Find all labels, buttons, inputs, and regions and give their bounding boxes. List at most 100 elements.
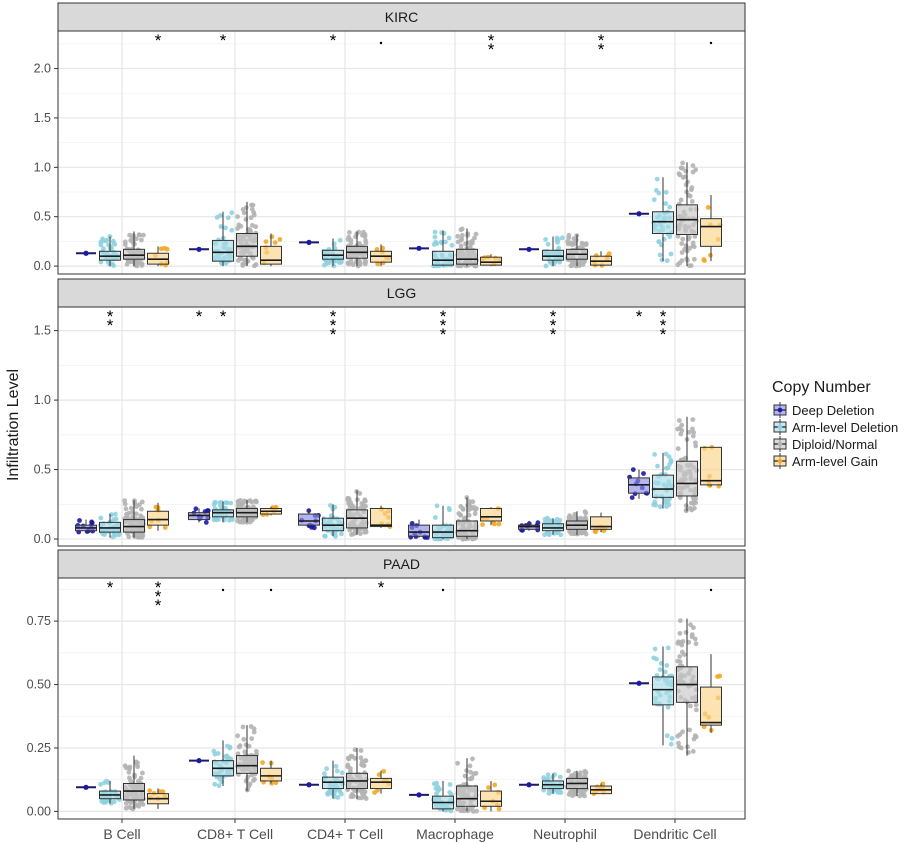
data-point: [663, 201, 669, 206]
data-point: [218, 503, 223, 509]
legend-entry-label: Diploid/Normal: [792, 437, 877, 452]
data-point: [556, 789, 562, 795]
data-point: [669, 736, 675, 741]
panel-background: [58, 31, 745, 274]
data-point: [225, 743, 230, 749]
data-point: [693, 734, 699, 740]
data-point: [218, 224, 224, 229]
data-point: [679, 649, 685, 655]
legend-key: [773, 453, 787, 469]
box: [676, 460, 698, 497]
data-point: [128, 238, 134, 243]
data-point: [218, 213, 223, 218]
data-point: [492, 782, 498, 788]
data-point: [249, 202, 254, 208]
data-point: [447, 790, 453, 795]
significance-star: *: [660, 325, 667, 344]
data-point: [678, 197, 684, 203]
significance-star: *: [155, 596, 162, 615]
x-tick-label: B Cell: [103, 826, 140, 842]
data-point: [260, 760, 265, 765]
data-point: [668, 251, 674, 257]
significance-star: *: [155, 587, 162, 606]
data-point: [693, 167, 699, 173]
data-point: [652, 452, 657, 457]
data-point: [543, 237, 548, 242]
data-point: [381, 768, 387, 774]
data-point: [130, 806, 136, 812]
legend-title: Copy Number: [772, 379, 871, 396]
data-point: [655, 463, 660, 469]
legend-entry-label: Deep Deletion: [792, 403, 874, 418]
data-point: [675, 446, 681, 452]
data-point: [470, 499, 476, 505]
data-point: [158, 246, 164, 252]
panel-border: [57, 577, 746, 820]
data-point: [83, 784, 89, 790]
significance-star: *: [636, 307, 643, 326]
box: [456, 785, 478, 807]
data-point: [269, 780, 275, 786]
legend: Copy Number Deep Deletion Arm-level Deleti…: [772, 379, 898, 469]
data-point: [98, 239, 104, 245]
data-point: [443, 239, 448, 245]
data-point: [677, 260, 683, 266]
data-point: [99, 798, 105, 804]
data-point: [576, 262, 582, 268]
data-point: [441, 230, 447, 236]
box: [480, 790, 502, 807]
data-point: [447, 782, 453, 787]
data-point: [306, 782, 312, 788]
data-point: [665, 704, 671, 710]
data-point: [467, 499, 472, 504]
data-point: [658, 661, 664, 666]
data-point: [467, 763, 473, 769]
significance-star: *: [660, 316, 667, 335]
data-point: [448, 808, 454, 814]
data-point: [83, 250, 89, 256]
data-point: [694, 707, 699, 713]
data-point: [683, 507, 689, 513]
data-point: [363, 240, 369, 246]
box: [298, 513, 320, 526]
data-point: [692, 256, 697, 262]
data-point: [239, 503, 244, 509]
data-point: [124, 511, 129, 517]
data-point: [667, 462, 672, 467]
significance-dot: [709, 41, 713, 45]
data-point: [480, 522, 485, 527]
y-tick-label: 0.5: [34, 210, 51, 224]
data-point: [683, 503, 689, 508]
data-point: [496, 806, 502, 812]
x-tick-label: Neutrophil: [533, 826, 597, 842]
data-point: [541, 775, 547, 780]
data-point: [139, 535, 145, 540]
data-point: [656, 239, 662, 245]
data-point: [339, 531, 344, 537]
data-point: [663, 189, 669, 195]
data-point: [246, 743, 252, 749]
data-point: [227, 517, 232, 523]
data-point: [348, 259, 354, 264]
data-point: [690, 495, 696, 501]
data-point: [103, 799, 109, 805]
data-point: [223, 225, 228, 231]
box: [542, 249, 564, 261]
box: [370, 507, 392, 528]
data-point: [472, 235, 477, 241]
data-point: [335, 795, 341, 800]
data-point: [546, 790, 552, 796]
data-point: [566, 235, 572, 241]
data-point: [337, 237, 343, 243]
data-point: [677, 654, 683, 659]
legend-key: [773, 402, 787, 418]
data-point: [225, 215, 231, 221]
significance-star: *: [107, 307, 114, 326]
data-point: [212, 781, 218, 787]
data-point: [358, 755, 364, 761]
data-point: [322, 533, 327, 539]
data-point: [122, 763, 128, 769]
box: [432, 250, 454, 266]
data-point: [546, 517, 552, 523]
data-point: [358, 748, 364, 753]
